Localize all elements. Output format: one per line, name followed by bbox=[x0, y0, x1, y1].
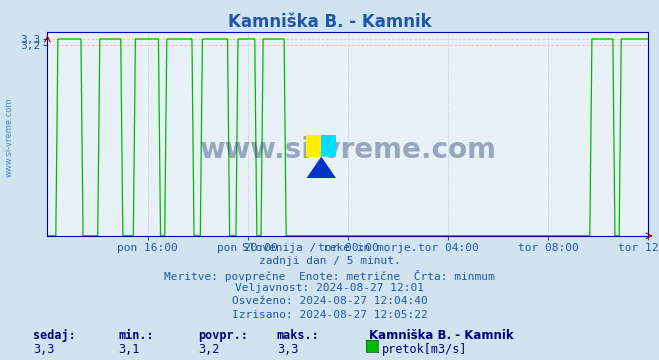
Text: 3,1: 3,1 bbox=[119, 343, 140, 356]
Text: Meritve: povprečne  Enote: metrične  Črta: minmum: Meritve: povprečne Enote: metrične Črta:… bbox=[164, 270, 495, 282]
Text: 3,2: 3,2 bbox=[198, 343, 219, 356]
Polygon shape bbox=[322, 135, 336, 157]
Text: zadnji dan / 5 minut.: zadnji dan / 5 minut. bbox=[258, 256, 401, 266]
Text: 3,3: 3,3 bbox=[33, 343, 54, 356]
Text: www.si-vreme.com: www.si-vreme.com bbox=[200, 136, 496, 165]
Text: pretok[m3/s]: pretok[m3/s] bbox=[382, 343, 468, 356]
Text: Slovenija / reke in morje.: Slovenija / reke in morje. bbox=[242, 243, 417, 253]
Text: Izrisano: 2024-08-27 12:05:22: Izrisano: 2024-08-27 12:05:22 bbox=[231, 310, 428, 320]
Polygon shape bbox=[306, 157, 336, 178]
Text: www.si-vreme.com: www.si-vreme.com bbox=[5, 97, 14, 176]
Text: min.:: min.: bbox=[119, 329, 154, 342]
Text: Kamniška B. - Kamnik: Kamniška B. - Kamnik bbox=[228, 13, 431, 31]
Text: sedaj:: sedaj: bbox=[33, 329, 76, 342]
Text: Kamniška B. - Kamnik: Kamniška B. - Kamnik bbox=[369, 329, 513, 342]
Text: 3,3: 3,3 bbox=[277, 343, 298, 356]
Text: povpr.:: povpr.: bbox=[198, 329, 248, 342]
Text: maks.:: maks.: bbox=[277, 329, 320, 342]
Text: Veljavnost: 2024-08-27 12:01: Veljavnost: 2024-08-27 12:01 bbox=[235, 283, 424, 293]
Polygon shape bbox=[322, 135, 336, 157]
Polygon shape bbox=[306, 135, 322, 157]
Text: Osveženo: 2024-08-27 12:04:40: Osveženo: 2024-08-27 12:04:40 bbox=[231, 296, 428, 306]
